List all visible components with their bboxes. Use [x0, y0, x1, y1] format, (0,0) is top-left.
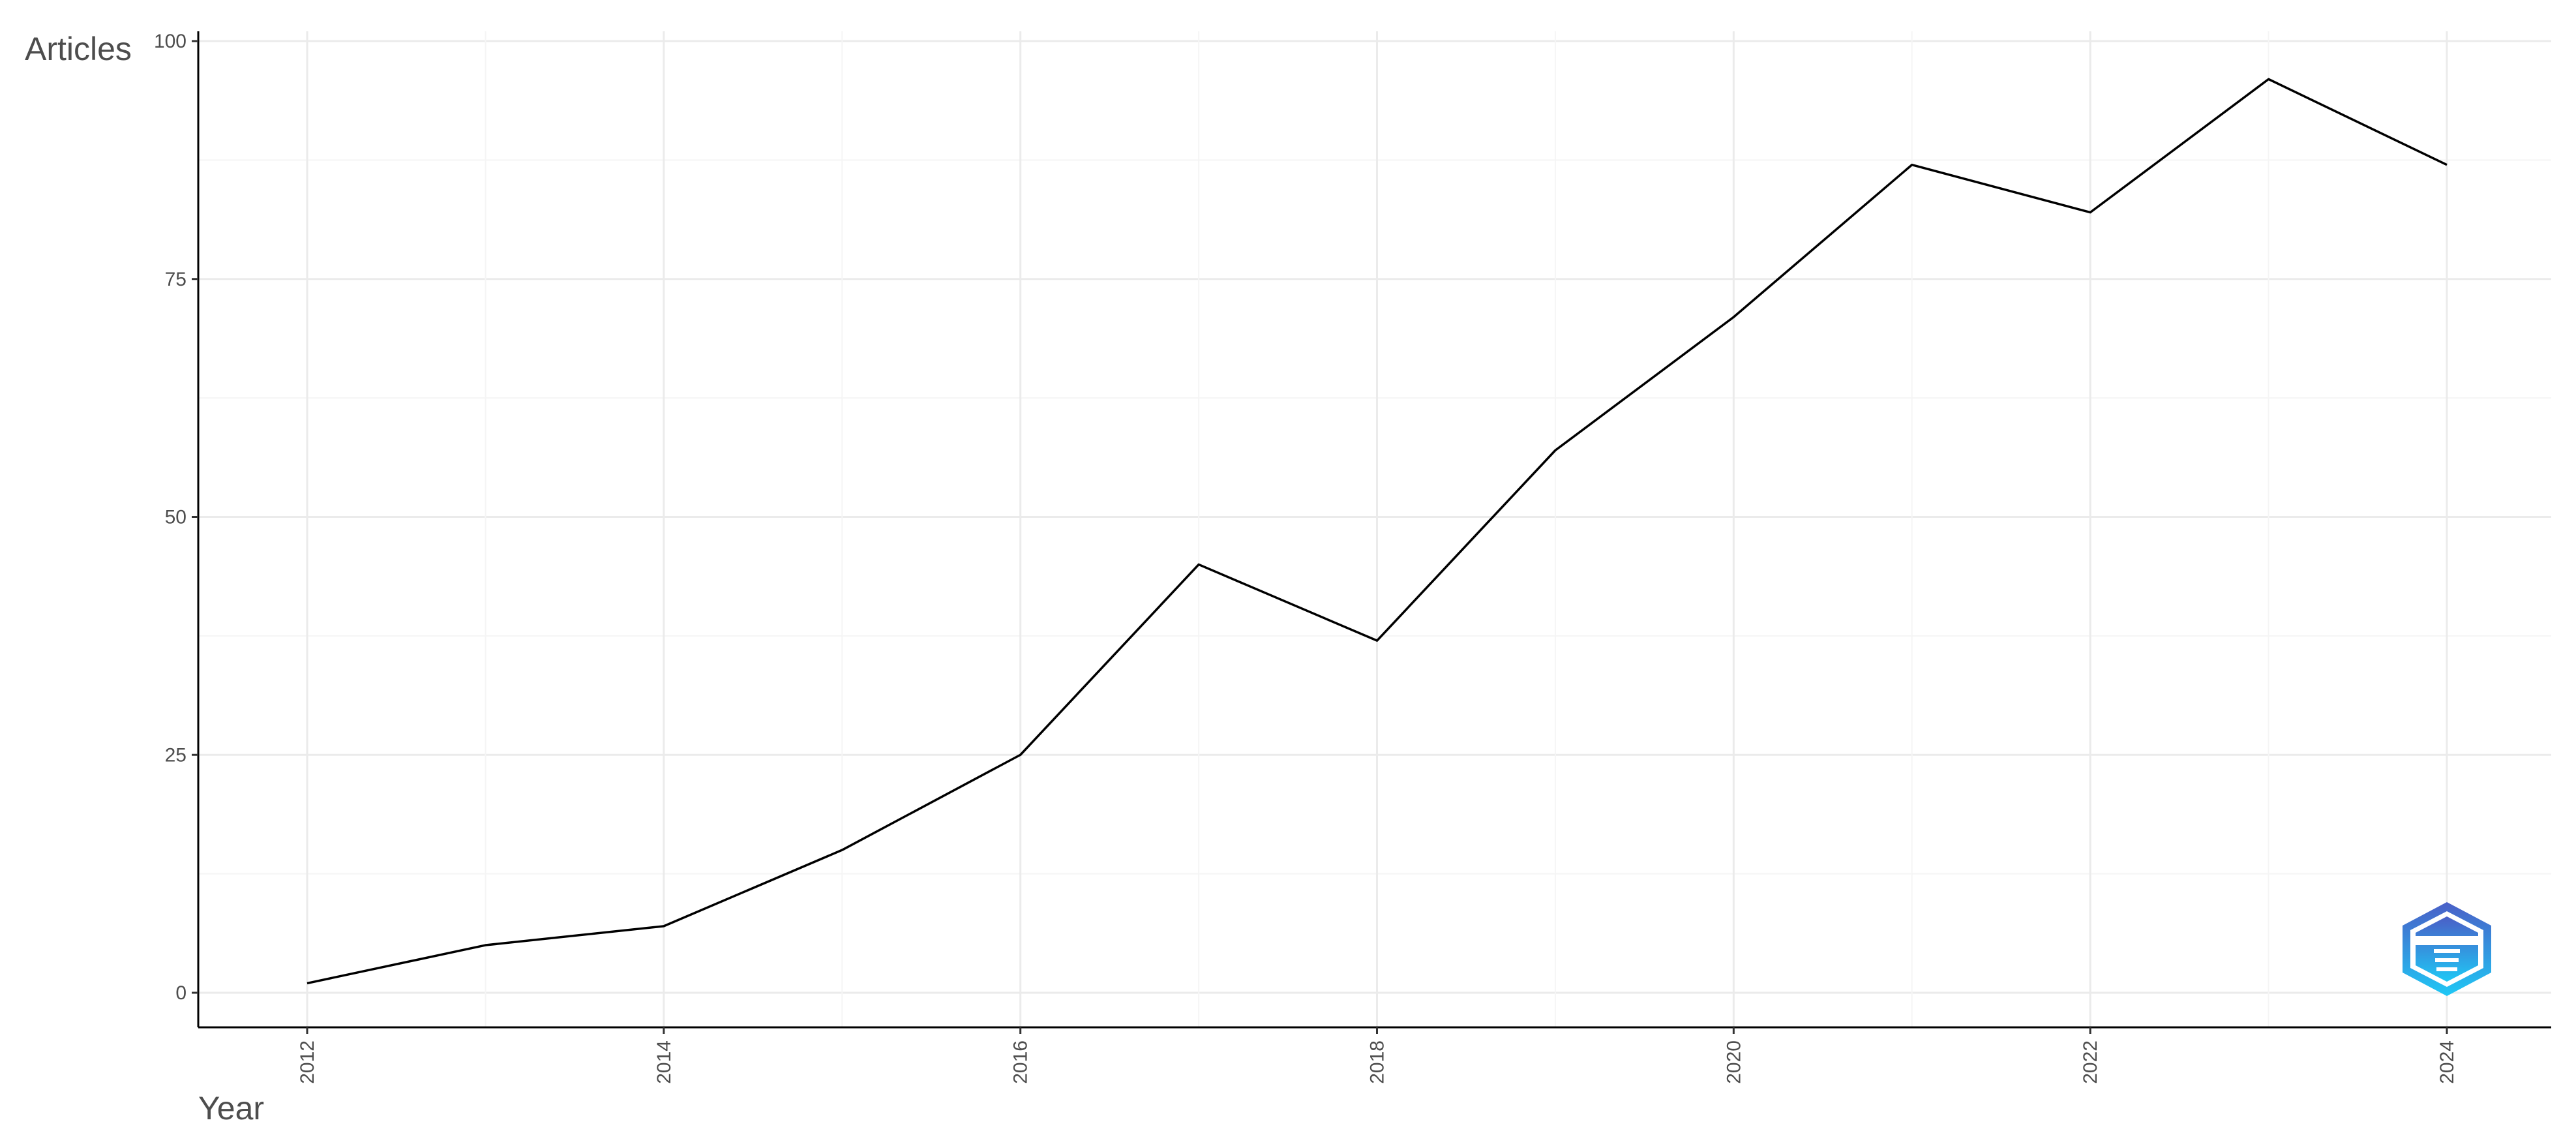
- series-layer: [307, 78, 2448, 985]
- series-line: [307, 78, 2448, 985]
- x-tick-label: 2016: [1010, 1040, 1032, 1084]
- y-tick-label: 75: [165, 269, 187, 290]
- y-tick-label: 100: [154, 31, 187, 52]
- x-tick-label: 2024: [2436, 1040, 2458, 1084]
- bibliometrix-logo: [2403, 902, 2491, 996]
- x-tick-label: 2018: [1367, 1040, 1388, 1084]
- x-tick-label: 2012: [297, 1040, 318, 1084]
- grid: [198, 31, 2551, 1027]
- y-tick-label: 0: [175, 982, 187, 1004]
- x-tick-label: 2022: [2080, 1040, 2101, 1084]
- x-tick-label: 2020: [1723, 1040, 1745, 1084]
- y-ticks: 0 25 50 75 100: [154, 31, 198, 1004]
- x-axis-title: Year: [198, 1090, 264, 1126]
- x-ticks: 2012 2014 2016 2018 2020 2022 2024: [297, 1027, 2458, 1084]
- y-axis-title: Articles: [25, 31, 132, 67]
- y-tick-label: 25: [165, 744, 187, 766]
- x-tick-label: 2014: [653, 1040, 675, 1084]
- y-tick-label: 50: [165, 507, 187, 528]
